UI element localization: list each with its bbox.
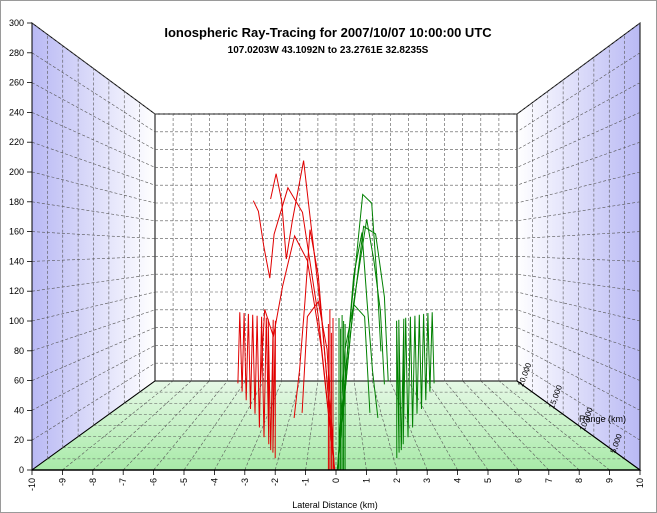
z-axis-label: Range (km) <box>579 414 626 424</box>
x-tick-label: 8 <box>574 478 584 483</box>
y-tick-label: 300 <box>9 18 24 28</box>
y-tick-label: 160 <box>9 227 24 237</box>
floor-grid-depth <box>92 380 192 471</box>
ray-path-series-1 <box>270 160 335 471</box>
x-tick-label: -1 <box>301 478 311 486</box>
y-tick-label: 140 <box>9 256 24 266</box>
left-wall-grid <box>31 291 156 322</box>
ray-paths <box>237 160 435 471</box>
floor-grid-depth <box>62 380 174 471</box>
z-axis-line <box>516 380 641 471</box>
left-wall-grid <box>31 309 156 352</box>
y-tick-label: 40 <box>14 405 24 415</box>
chart-subtitle: 107.0203W 43.1092N to 23.2761E 32.8235S <box>228 45 429 56</box>
y-tick-label: 220 <box>9 137 24 147</box>
y-tick-label: 180 <box>9 197 24 207</box>
ray-path-series-1 <box>252 186 335 471</box>
x-tick-label: -5 <box>179 478 189 486</box>
y-tick-label: 120 <box>9 286 24 296</box>
x-tick-label: -6 <box>149 478 159 486</box>
left-wall-grid <box>31 362 156 441</box>
chart-title: Ionospheric Ray-Tracing for 2007/10/07 1… <box>164 25 492 40</box>
left-wall-grid <box>31 201 156 222</box>
ray-path-series-1 <box>237 312 276 459</box>
left-wall-grid <box>31 52 156 133</box>
left-wall-grid <box>31 82 156 150</box>
right-wall-grid <box>516 52 641 133</box>
x-tick-label: 4 <box>453 478 463 483</box>
y-tick-label: 200 <box>9 167 24 177</box>
y-tick-label: 240 <box>9 107 24 117</box>
ray-path-series-2 <box>337 225 389 471</box>
right-wall-grid <box>516 291 641 322</box>
y-tick-label: 100 <box>9 316 24 326</box>
y-tick-label: 80 <box>14 346 24 356</box>
right-wall-grid <box>516 171 641 204</box>
ray-path-series-1 <box>301 300 335 471</box>
gridlines <box>31 22 641 471</box>
x-tick-label: 0 <box>331 478 341 483</box>
x-tick-label: -3 <box>240 478 250 486</box>
y-tick-label: 20 <box>14 435 24 445</box>
ray-path-series-1 <box>260 234 335 471</box>
floor-grid-depth <box>408 380 458 471</box>
x-tick-label: 10 <box>635 478 645 488</box>
right-wall-grid <box>516 201 641 222</box>
y-tick-label: 280 <box>9 48 24 58</box>
y-tick-label: 260 <box>9 78 24 88</box>
x-tick-label: -8 <box>88 478 98 486</box>
x-tick-label: 2 <box>392 478 402 483</box>
floor-grid-depth <box>183 380 246 471</box>
x-tick-label: 3 <box>422 478 432 483</box>
left-wall-grid <box>31 345 156 411</box>
x-tick-label: -10 <box>27 478 37 491</box>
left-wall-grid <box>31 171 156 204</box>
floor-grid-depth <box>274 380 301 471</box>
x-tick-label: 6 <box>513 478 523 483</box>
x-tick-label: 1 <box>361 478 371 483</box>
floor-grid-depth <box>426 380 489 471</box>
x-tick-label: 9 <box>605 478 615 483</box>
right-wall-grid <box>516 362 641 441</box>
ray-path-series-2 <box>337 193 382 471</box>
x-tick-label: -7 <box>118 478 128 486</box>
x-axis-label: Lateral Distance (km) <box>292 500 378 510</box>
ray-path-series-2 <box>396 312 435 459</box>
right-wall-grid <box>516 345 641 411</box>
y-tick-label: 0 <box>19 465 24 475</box>
x-tick-label: 7 <box>544 478 554 483</box>
right-wall-grid <box>516 82 641 150</box>
tick-labels: 0204060801001201401601802002202402602803… <box>9 18 645 491</box>
y-tick-label: 60 <box>14 376 24 386</box>
x-tick-label: -9 <box>57 478 67 486</box>
x-tick-label: -4 <box>209 478 219 486</box>
x-tick-label: 5 <box>483 478 493 483</box>
x-tick-label: -2 <box>270 478 280 486</box>
right-wall-grid <box>516 309 641 352</box>
